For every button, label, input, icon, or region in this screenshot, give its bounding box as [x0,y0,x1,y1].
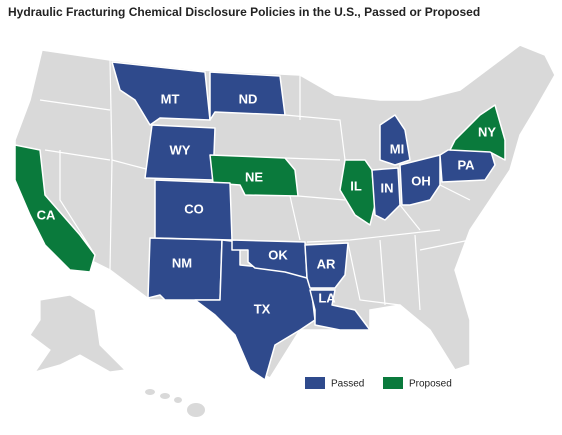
state-label: OK [268,247,288,262]
state [439,147,496,183]
state [339,159,376,226]
legend-swatch [305,377,325,389]
state-label: OH [411,173,431,188]
state [209,71,286,121]
state-label: MT [161,91,180,106]
state-label: IN [381,180,394,195]
state-label: PA [457,157,475,172]
legend-label: Passed [331,379,364,390]
states [14,61,506,381]
legend: Passed Proposed [305,377,452,390]
state-labels: MT ND WY NE CO NM TX OK AR LA IL IN MI O… [37,91,497,316]
state-label: LA [318,290,336,305]
map-title: Hydraulic Fracturing Chemical Disclosure… [8,5,480,19]
state [309,289,371,331]
state-label: AR [317,256,336,271]
hawaii [145,389,205,417]
state-label: TX [254,301,271,316]
state-label: ND [239,91,258,106]
state-label: WY [170,142,191,157]
state [111,61,211,126]
us-base [14,44,556,417]
state-label: NE [245,169,263,184]
state [371,167,401,221]
state [449,104,506,161]
legend-swatch [383,377,403,389]
state-label: MI [390,141,404,156]
state-label: IL [350,178,362,193]
state-label: CA [37,207,56,222]
state [379,114,411,166]
state-label: NM [172,255,192,270]
state-borders [39,59,471,311]
state [304,242,349,289]
state [399,154,441,206]
legend-label: Proposed [409,379,452,390]
state-label: CO [184,201,204,216]
alaska [29,294,127,374]
state-label: NY [478,124,496,139]
state [14,144,96,273]
